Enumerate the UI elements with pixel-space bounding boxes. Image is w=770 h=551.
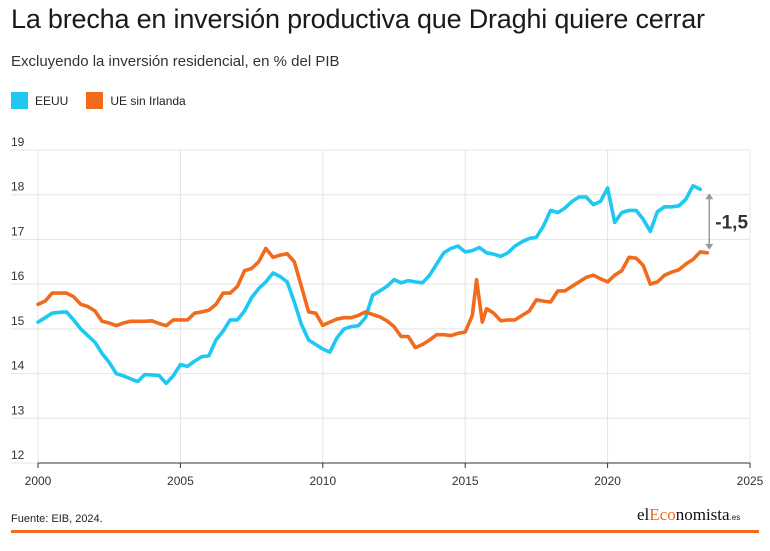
y-tick-label: 16 <box>11 269 25 283</box>
chart-subtitle: Excluyendo la inversión residencial, en … <box>11 53 340 70</box>
legend-item-ue: UE sin Irlanda <box>86 92 186 109</box>
x-tick-label: 2000 <box>25 474 52 488</box>
series-line-ue <box>36 246 710 350</box>
source-note: Fuente: EIB, 2024. <box>11 513 103 525</box>
y-tick-label: 12 <box>11 448 25 462</box>
chart-title: La brecha en inversión productiva que Dr… <box>11 4 705 34</box>
legend-item-eeuu: EEUU <box>11 92 68 109</box>
y-tick-label: 17 <box>11 224 25 238</box>
brand-prefix: el <box>637 505 650 524</box>
y-tick-label: 19 <box>11 135 25 149</box>
brand-suffix: nomista <box>675 505 730 524</box>
brand-accent: Eco <box>649 505 676 524</box>
legend-label-ue: UE sin Irlanda <box>110 93 186 108</box>
legend-swatch-ue <box>86 92 104 109</box>
series-line-eeuu <box>36 184 702 386</box>
brand-tld: .es <box>729 513 741 522</box>
x-tick-label: 2025 <box>737 474 764 488</box>
y-tick-label: 15 <box>11 314 25 328</box>
y-tick-label: 18 <box>11 180 25 194</box>
series-lines <box>36 184 710 386</box>
x-tick-label: 2020 <box>594 474 621 488</box>
gap-arrowhead-down <box>705 243 714 250</box>
x-tick-label: 2015 <box>452 474 479 488</box>
legend-swatch-eeuu <box>11 92 28 109</box>
grid <box>11 149 751 464</box>
gap-label: -1,5 <box>715 213 748 234</box>
bottom-accent-bar <box>11 530 759 533</box>
legend: EEUU UE sin Irlanda <box>11 92 204 109</box>
gap-annotation: -1,5 <box>705 193 748 250</box>
legend-label-eeuu: EEUU <box>35 93 69 108</box>
y-tick-label: 14 <box>11 359 25 373</box>
gap-arrowhead-up <box>705 193 714 200</box>
y-tick-label: 13 <box>11 403 25 417</box>
axes: 12 13 14 15 16 17 18 19 2000 2005 2010 2015 2020 2025 <box>11 135 764 488</box>
x-tick-label: 2005 <box>167 474 194 488</box>
x-tick-label: 2010 <box>309 474 336 488</box>
brand-logo: elEconomista.es <box>637 505 740 525</box>
